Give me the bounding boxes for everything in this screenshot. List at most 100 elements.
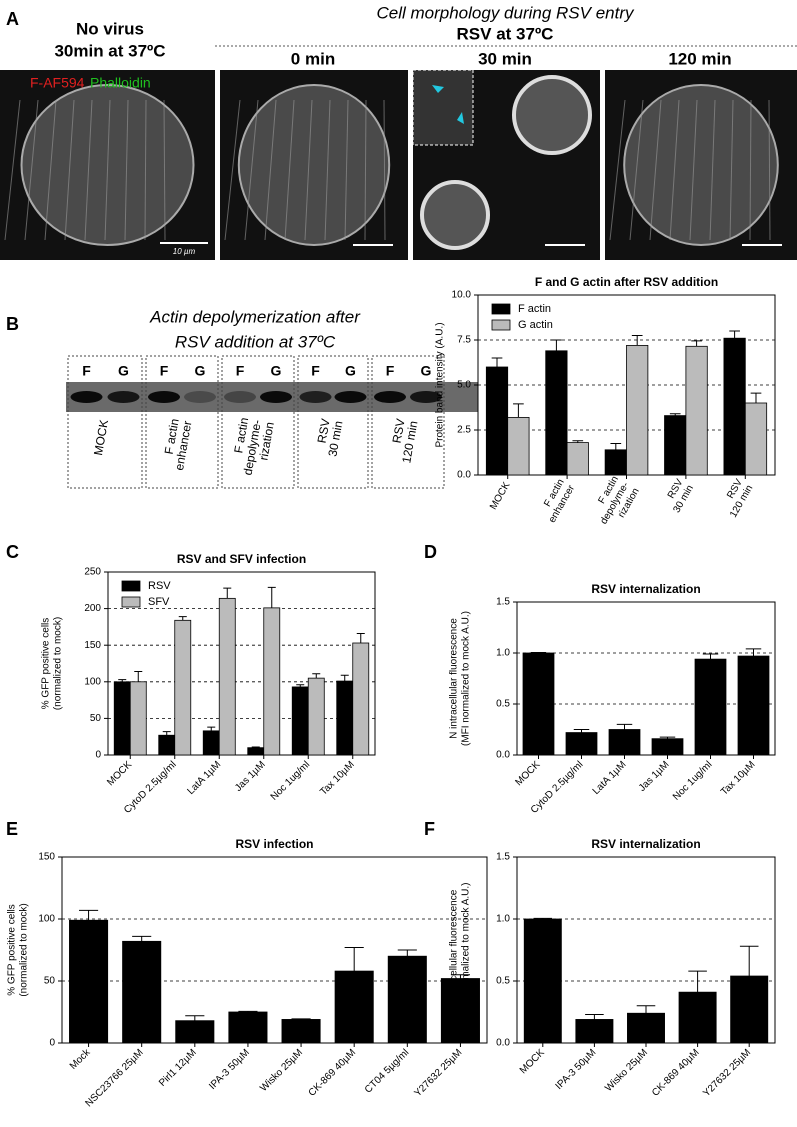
- x-tick-label-line: LatA 1µM: [185, 759, 223, 797]
- error-bar: [551, 339, 562, 351]
- fiber: [749, 99, 752, 241]
- x-tick-label: Tax 10µM: [318, 759, 357, 798]
- lane-label: G: [421, 363, 432, 379]
- lane-label: G: [118, 363, 129, 379]
- bar: [566, 442, 589, 476]
- bar: [604, 449, 627, 476]
- band: [299, 391, 332, 403]
- y-tick-label: 100: [84, 676, 101, 687]
- x-tick-label: Y27632 25µM: [701, 1047, 753, 1099]
- band: [334, 391, 367, 403]
- y-axis-label-line: (normalized to mock): [53, 617, 64, 710]
- legend-label: SFV: [148, 596, 170, 608]
- error-bar: [185, 1015, 205, 1021]
- y-tick-label: 7.5: [457, 335, 471, 346]
- error-bar: [691, 340, 702, 347]
- fiber: [729, 99, 734, 241]
- y-axis-label: N intracellular fluorescence (MFI normali…: [449, 882, 472, 1017]
- bar: [485, 366, 509, 476]
- timepoint: 30 min: [478, 49, 532, 68]
- fiber: [364, 99, 367, 241]
- x-tick-label: CK-869 40µM: [307, 1047, 359, 1099]
- x-tick-label-line: MOCK: [518, 1047, 547, 1076]
- x-tick-label: MOCK: [488, 480, 513, 512]
- error-bar: [238, 1010, 258, 1012]
- x-tick-label-line: Jas 1µM: [637, 759, 672, 794]
- y-axis-label: N intracellular fluorescence (MFI normali…: [449, 611, 472, 746]
- y-tick-label: 0: [49, 1038, 55, 1049]
- bar: [69, 919, 109, 1044]
- error-bar: [251, 746, 260, 748]
- bar: [263, 607, 281, 756]
- fiber: [689, 99, 698, 241]
- lane-label: F: [236, 363, 245, 379]
- x-tick-label: Tax 10µM: [719, 759, 758, 798]
- y-tick-label: 1.0: [496, 648, 510, 659]
- bar: [440, 978, 480, 1044]
- arrowhead: [457, 112, 464, 124]
- inset: [412, 69, 474, 146]
- bar: [651, 738, 684, 756]
- x-tick-label-line: LatA 1µM: [591, 759, 629, 797]
- x-tick-label: Jas 1µM: [637, 759, 672, 794]
- fiber: [304, 99, 313, 241]
- bar: [685, 345, 708, 476]
- group-label-line: rization: [256, 421, 277, 462]
- legend-label: RSV: [148, 580, 171, 592]
- x-tick-label: Jas 1µM: [233, 759, 268, 794]
- group-label-line: F actin: [162, 418, 182, 456]
- x-tick-label: IPA-3 50µM: [207, 1047, 252, 1092]
- plot-frame: [516, 601, 776, 756]
- band: [224, 391, 256, 403]
- bar: [545, 350, 568, 476]
- bar: [627, 1012, 665, 1044]
- heading: Cell morphology during RSV entry: [376, 3, 635, 22]
- y-tick-label: 100: [38, 914, 55, 925]
- cell: [237, 84, 391, 246]
- error-bar: [533, 917, 553, 919]
- fiber: [64, 99, 75, 241]
- x-tick-label: MOCK: [518, 1047, 547, 1076]
- fiber: [124, 99, 129, 241]
- error-bar: [356, 632, 365, 644]
- fiber: [709, 99, 716, 241]
- group-label-line: RSV: [315, 418, 333, 445]
- lane-label: G: [345, 363, 356, 379]
- bar: [744, 402, 768, 476]
- error-bar: [223, 587, 232, 599]
- bar: [565, 732, 598, 756]
- bar: [307, 677, 325, 756]
- bar: [228, 1011, 268, 1044]
- error-bar: [132, 935, 152, 942]
- error-bar: [344, 947, 364, 972]
- group-label-line: MOCK: [91, 419, 111, 457]
- bar: [723, 337, 746, 476]
- plot-frame: [61, 856, 488, 1044]
- stain-label: Phalloidin: [90, 75, 151, 91]
- bar: [664, 415, 687, 476]
- bar: [334, 970, 374, 1044]
- y-tick-label: 2.5: [457, 425, 471, 436]
- error-bar: [750, 392, 762, 403]
- x-tick-label: CT04 5µg/ml: [363, 1047, 411, 1095]
- x-tick-label: NSC23766 25µM: [84, 1047, 146, 1109]
- chart-title: F and G actin after RSV addition: [535, 275, 718, 289]
- cell: [420, 180, 490, 250]
- group-label-line: 30 min: [325, 420, 345, 458]
- error-bar: [573, 729, 590, 733]
- x-tick-label-line: CT04 5µg/ml: [363, 1047, 411, 1095]
- y-axis-label: Protein band intensity (A.U.): [435, 322, 446, 447]
- error-bar: [296, 684, 305, 687]
- error-bar: [572, 440, 584, 443]
- y-tick-label: 150: [38, 852, 55, 863]
- fiber: [629, 99, 644, 241]
- lane-box: [67, 355, 143, 489]
- fiber: [24, 99, 39, 241]
- fiber: [244, 99, 259, 241]
